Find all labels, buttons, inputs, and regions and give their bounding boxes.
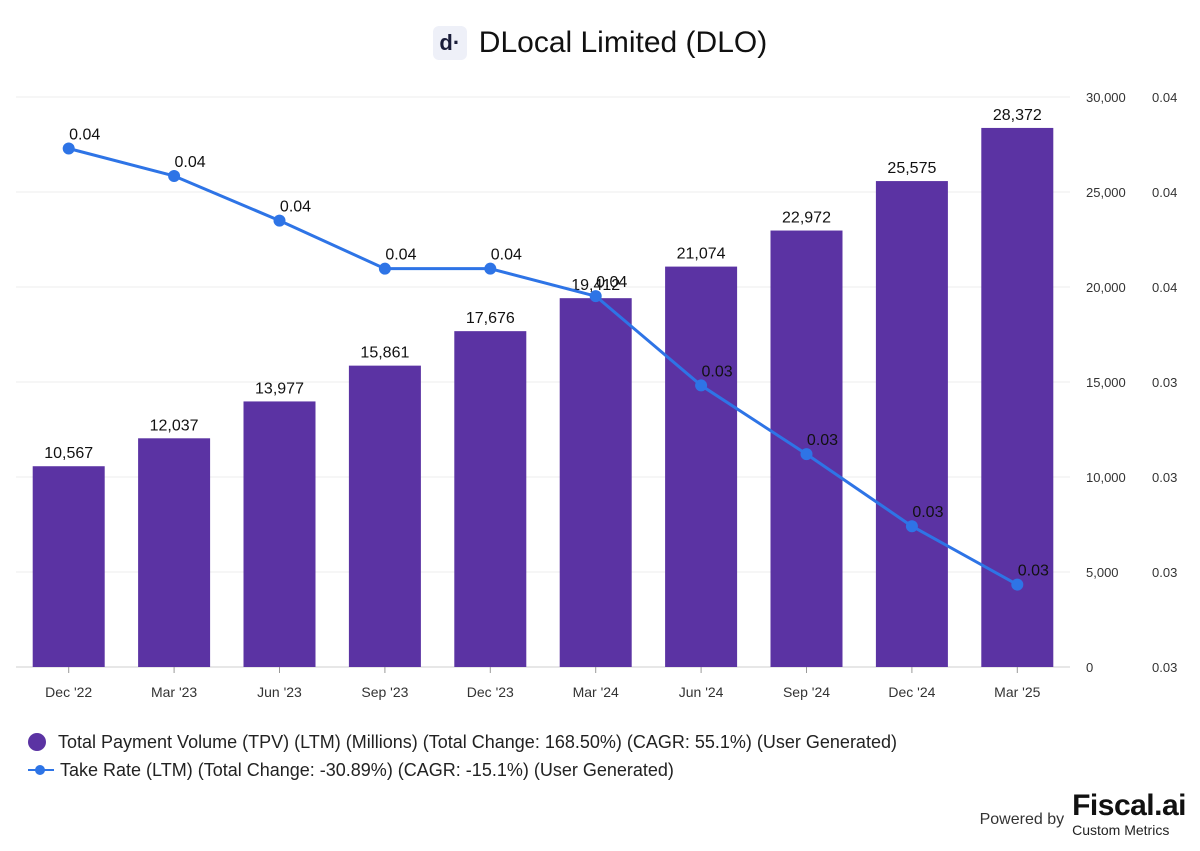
bar-value-label: 12,037 bbox=[150, 417, 199, 434]
bar-value-label: 21,074 bbox=[677, 246, 726, 263]
y-left-tick-label: 25,000 bbox=[1086, 185, 1126, 200]
chart-title: DLocal Limited (DLO) bbox=[478, 26, 768, 59]
x-tick-label: Jun '23 bbox=[257, 684, 302, 700]
take-rate-point bbox=[800, 448, 813, 461]
legend: Total Payment Volume (TPV) (LTM) (Millio… bbox=[28, 728, 897, 784]
take-rate-value-label: 0.03 bbox=[1018, 563, 1049, 580]
take-rate-point bbox=[484, 262, 497, 275]
legend-label-tpv: Total Payment Volume (TPV) (LTM) (Millio… bbox=[58, 731, 897, 752]
bar bbox=[454, 331, 527, 667]
take-rate-value-label: 0.03 bbox=[702, 363, 733, 380]
take-rate-point bbox=[589, 290, 602, 303]
y-left-tick-label: 0 bbox=[1086, 660, 1093, 675]
legend-bar-marker bbox=[28, 733, 46, 751]
brand-name: Fiscal.ai bbox=[1072, 789, 1186, 822]
bar bbox=[665, 266, 738, 667]
x-tick-label: Dec '23 bbox=[467, 684, 514, 700]
bar bbox=[875, 181, 948, 667]
x-tick-label: Mar '25 bbox=[994, 684, 1040, 700]
y-right-tick-label: 0.03 bbox=[1152, 375, 1177, 390]
x-tick-label: Dec '22 bbox=[45, 684, 92, 700]
bar-value-label: 19,412 bbox=[571, 277, 620, 294]
bar bbox=[559, 298, 632, 667]
chart-header: d· DLocal Limited (DLO) bbox=[0, 26, 1200, 60]
take-rate-point bbox=[695, 379, 708, 392]
bar-value-label: 28,372 bbox=[993, 107, 1042, 124]
bar bbox=[348, 365, 421, 667]
take-rate-point bbox=[378, 262, 391, 275]
company-logo: d· bbox=[432, 26, 467, 60]
bar-value-label: 10,567 bbox=[44, 445, 93, 462]
brand-logo: Fiscal.ai Custom Metrics bbox=[1072, 789, 1186, 838]
take-rate-value-label: 0.04 bbox=[385, 247, 416, 264]
y-right-tick-label: 0.03 bbox=[1152, 565, 1177, 580]
x-tick-label: Mar '24 bbox=[573, 684, 619, 700]
take-rate-point bbox=[273, 214, 286, 227]
x-tick-label: Jun '24 bbox=[679, 684, 724, 700]
take-rate-value-label: 0.04 bbox=[280, 199, 311, 216]
take-rate-value-label: 0.03 bbox=[807, 432, 838, 449]
y-left-tick-label: 5,000 bbox=[1086, 565, 1119, 580]
powered-by-text: Powered by bbox=[979, 811, 1065, 828]
bar bbox=[981, 127, 1054, 667]
y-left-tick-label: 20,000 bbox=[1086, 280, 1126, 295]
bar-value-label: 22,972 bbox=[782, 210, 831, 227]
take-rate-point bbox=[1011, 578, 1024, 591]
take-rate-value-label: 0.04 bbox=[596, 274, 627, 291]
take-rate-line bbox=[68, 147, 1019, 586]
y-left-tick-label: 30,000 bbox=[1086, 90, 1126, 105]
chart-area: 0 0.03 5,000 0.03 10,000 0.03 15,000 0.03 20,000… bbox=[16, 90, 1177, 700]
y-right-tick-label: 0.03 bbox=[1152, 660, 1177, 675]
take-rate-point bbox=[905, 520, 918, 533]
take-rate-value-label: 0.04 bbox=[491, 247, 522, 264]
legend-item-tpv[interactable]: Total Payment Volume (TPV) (LTM) (Millio… bbox=[28, 728, 897, 756]
bar-value-label: 25,575 bbox=[887, 160, 936, 177]
y-right-tick-label: 0.04 bbox=[1152, 280, 1177, 295]
take-rate-value-label: 0.04 bbox=[69, 127, 100, 144]
x-tick-label: Sep '24 bbox=[783, 684, 830, 700]
y-right-tick-label: 0.04 bbox=[1152, 185, 1177, 200]
legend-label-take-rate: Take Rate (LTM) (Total Change: -30.89%) … bbox=[60, 759, 674, 780]
bar-value-label: 15,861 bbox=[360, 345, 409, 362]
bar bbox=[32, 466, 105, 667]
bar-value-label: 17,676 bbox=[466, 310, 515, 327]
x-tick-label: Dec '24 bbox=[888, 684, 935, 700]
x-tick-label: Mar '23 bbox=[151, 684, 197, 700]
legend-line-marker bbox=[28, 761, 54, 779]
y-right-tick-label: 0.04 bbox=[1152, 90, 1177, 105]
take-rate-value-label: 0.04 bbox=[175, 154, 206, 171]
take-rate-value-label: 0.03 bbox=[912, 504, 943, 521]
take-rate-point bbox=[62, 142, 75, 155]
brand-subtitle: Custom Metrics bbox=[1072, 822, 1170, 838]
bar bbox=[138, 438, 211, 667]
bar-value-label: 13,977 bbox=[255, 380, 304, 397]
y-left-tick-label: 15,000 bbox=[1086, 375, 1126, 390]
powered-by-badge[interactable]: Powered by Fiscal.ai Custom Metrics bbox=[979, 789, 1187, 838]
bar bbox=[243, 401, 316, 667]
y-right-tick-label: 0.03 bbox=[1152, 470, 1177, 485]
x-tick-label: Sep '23 bbox=[361, 684, 408, 700]
take-rate-point bbox=[168, 169, 181, 182]
legend-item-take-rate[interactable]: Take Rate (LTM) (Total Change: -30.89%) … bbox=[28, 756, 897, 784]
y-left-tick-label: 10,000 bbox=[1086, 470, 1126, 485]
